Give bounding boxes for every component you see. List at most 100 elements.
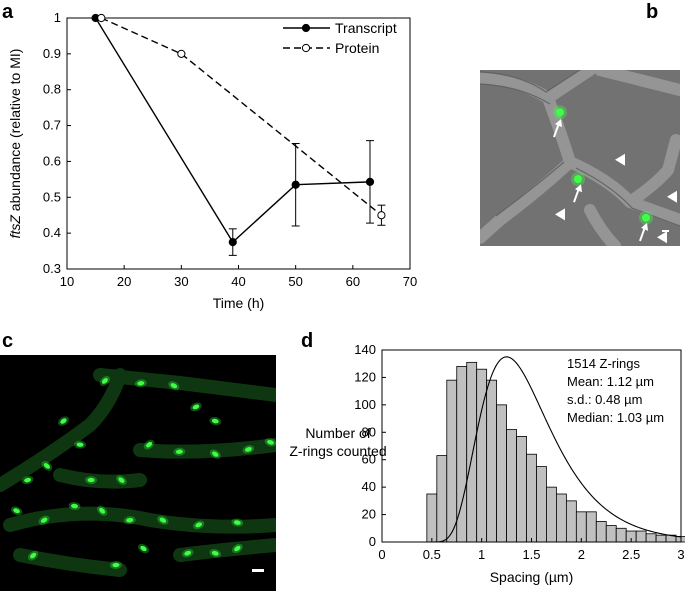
fluorescent-band bbox=[24, 477, 32, 483]
y-tick-label-a: 0.6 bbox=[43, 153, 61, 168]
fluorescent-band bbox=[140, 545, 147, 552]
fluorescent-spot bbox=[642, 213, 650, 222]
y-tick-label-a: 0.5 bbox=[43, 189, 61, 204]
histogram-bar bbox=[595, 521, 607, 543]
histogram-bar bbox=[496, 404, 507, 543]
x-tick-label-a: 30 bbox=[174, 274, 188, 289]
series-line-0 bbox=[94, 17, 371, 244]
fluorescent-band bbox=[195, 522, 203, 528]
y-axis-label-d: Number of bbox=[305, 425, 370, 441]
arrowhead-mark bbox=[657, 231, 667, 244]
x-tick-label-d: 2.5 bbox=[622, 547, 640, 562]
fluorescent-band bbox=[13, 508, 20, 514]
x-tick-label-a: 20 bbox=[117, 274, 131, 289]
panel-label-b: b bbox=[646, 1, 659, 23]
x-axis-label-d: Spacing (µm) bbox=[490, 569, 574, 585]
arrow-mark bbox=[641, 222, 648, 231]
y-tick-label-a: 1 bbox=[54, 10, 61, 25]
histogram-bar bbox=[615, 527, 627, 543]
histogram-bar bbox=[526, 453, 537, 543]
y-tick-label-a: 0.9 bbox=[43, 46, 61, 61]
x-tick-label-a: 50 bbox=[288, 274, 302, 289]
histogram-bar bbox=[645, 533, 657, 543]
fluorescent-band bbox=[87, 477, 95, 483]
data-point-0 bbox=[291, 180, 300, 189]
data-point-0 bbox=[365, 177, 375, 186]
y-tick-label-a: 0.7 bbox=[43, 118, 61, 133]
fluorescent-band bbox=[76, 442, 84, 447]
histogram-bar bbox=[655, 534, 667, 543]
histogram-bar bbox=[585, 511, 597, 543]
data-point-1 bbox=[97, 13, 106, 23]
fluorescent-band bbox=[192, 404, 200, 410]
x-axis-label-a: Time (h) bbox=[213, 295, 265, 311]
y-tick-label-d: 80 bbox=[362, 424, 376, 439]
fluorescent-band bbox=[40, 517, 48, 523]
panel-label-a: a bbox=[2, 1, 14, 23]
y-axis-label-a: ftsZ abundance (relative to MI) bbox=[7, 49, 23, 239]
chart-d: 0 0.5 1 1.5 2 2.5 3 0 20 40 60 80 100 120 140 Spacing (… bbox=[289, 342, 685, 585]
x-tick-label-a: 60 bbox=[346, 274, 360, 289]
fluorescent-band bbox=[175, 449, 183, 454]
data-point-1 bbox=[377, 211, 386, 220]
histogram-bar bbox=[536, 466, 547, 543]
fluorescent-band bbox=[71, 503, 79, 509]
histogram-bar bbox=[506, 429, 517, 543]
y-tick-label-d: 100 bbox=[354, 397, 376, 412]
fluorescent-spot bbox=[556, 108, 564, 117]
micrograph-b bbox=[480, 70, 680, 246]
y-tick-label-a: 0.8 bbox=[43, 82, 61, 97]
legend-marker-0 bbox=[301, 23, 311, 33]
annotation-line-mean: Mean: 1.12 µm bbox=[567, 374, 654, 389]
histogram-bar bbox=[436, 455, 448, 543]
x-tick-label-d: 1.5 bbox=[522, 547, 540, 562]
histogram-bar bbox=[635, 530, 647, 543]
fluorescent-band bbox=[112, 562, 120, 568]
x-tick-label-a: 10 bbox=[60, 274, 74, 289]
fluorescent-band bbox=[118, 477, 125, 483]
histogram-bar bbox=[446, 379, 458, 543]
histogram-annotation: 1514 Z-rings Mean: 1.12 µm s.d.: 0.48 µm… bbox=[567, 355, 664, 427]
arrowhead-mark bbox=[615, 153, 625, 166]
histogram-bar bbox=[466, 361, 478, 543]
x-tick-label-d: 3 bbox=[677, 547, 684, 562]
annotation-line-count: 1514 Z-rings bbox=[567, 356, 640, 371]
x-tick-label-d: 0.5 bbox=[423, 547, 441, 562]
fluorescent-band bbox=[234, 545, 241, 552]
y-tick-label-d: 40 bbox=[362, 479, 376, 494]
annotation-line-sd: s.d.: 0.48 µm bbox=[567, 392, 643, 407]
histogram-bar bbox=[426, 493, 438, 543]
fluorescent-band bbox=[126, 517, 134, 523]
fluorescent-band bbox=[233, 520, 241, 525]
x-tick-label-a: 70 bbox=[403, 274, 417, 289]
data-point-0 bbox=[228, 238, 237, 247]
fluorescent-band bbox=[43, 463, 50, 469]
fluorescent-band bbox=[267, 439, 274, 445]
fluorescent-band bbox=[99, 507, 106, 514]
y-tick-label-d: 0 bbox=[369, 534, 376, 549]
fluorescent-band bbox=[211, 550, 219, 556]
fluorescent-band bbox=[60, 418, 67, 424]
arrowhead-mark bbox=[555, 208, 565, 221]
fluorescent-band bbox=[184, 550, 192, 556]
fluorescent-band bbox=[30, 552, 37, 559]
legend-label-1: Protein bbox=[335, 40, 379, 56]
histogram-bar bbox=[556, 493, 567, 543]
x-tick-label-d: 1 bbox=[478, 547, 485, 562]
fluorescent-band bbox=[245, 447, 252, 452]
legend-label-0: Transcript bbox=[335, 20, 397, 36]
histogram-bar bbox=[486, 379, 498, 543]
y-tick-label-d: 120 bbox=[354, 369, 376, 384]
fluorescent-band bbox=[146, 441, 153, 448]
data-point-1 bbox=[177, 49, 186, 58]
fluorescent-band bbox=[170, 383, 178, 389]
micrograph-c bbox=[0, 355, 276, 591]
histogram-bar bbox=[575, 511, 587, 543]
x-tick-label-d: 2 bbox=[578, 547, 585, 562]
arrow-mark bbox=[555, 119, 562, 128]
y-tick-label-a: 0.4 bbox=[43, 225, 61, 240]
histogram-bar bbox=[516, 435, 527, 543]
fluorescent-band bbox=[212, 451, 219, 457]
y-tick-label-d: 20 bbox=[362, 507, 376, 522]
